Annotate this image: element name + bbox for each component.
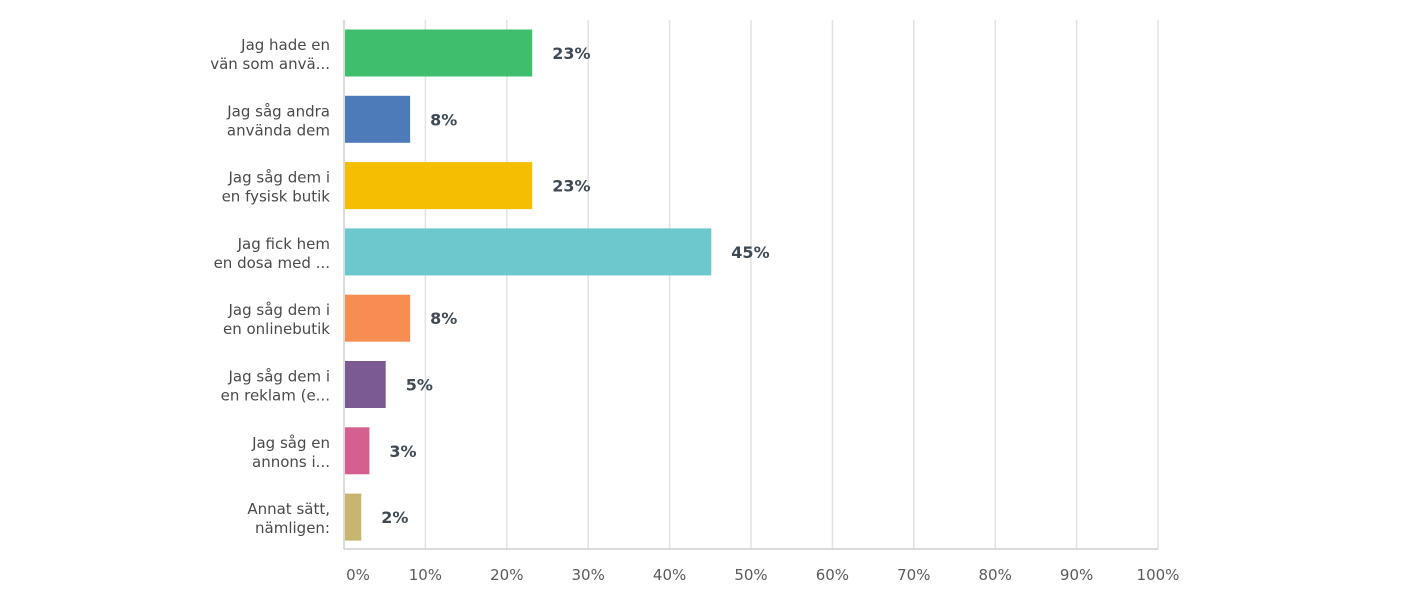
gridlines: [424, 20, 1159, 549]
value-label: 23%: [552, 177, 590, 196]
bar: [345, 294, 411, 342]
x-tick-label: 20%: [490, 566, 523, 584]
category-label: Jag hade en vän som anvä...: [210, 36, 330, 73]
x-tick-label: 90%: [1060, 566, 1093, 584]
bar: [345, 427, 370, 475]
x-tick-label: 0%: [346, 566, 370, 584]
value-label: 3%: [389, 442, 416, 461]
category-label: Jag såg dem i en reklam (e...: [221, 368, 330, 405]
x-tick-label: 10%: [409, 566, 442, 584]
category-label: Jag såg dem i en onlinebutik: [223, 301, 330, 338]
bar: [345, 95, 411, 143]
bar: [345, 162, 533, 210]
category-label: Jag såg dem i en fysisk butik: [222, 169, 331, 206]
category-label: Jag såg andra använda dem: [226, 102, 330, 139]
x-tick-label: 80%: [979, 566, 1012, 584]
value-label: 8%: [430, 110, 457, 129]
value-label: 2%: [381, 508, 408, 527]
bar: [345, 29, 533, 77]
axes: [343, 20, 1158, 550]
x-tick-label: 30%: [572, 566, 605, 584]
value-label: 23%: [552, 44, 590, 63]
bar: [345, 361, 386, 408]
x-tick-label: 70%: [897, 566, 930, 584]
bar: [345, 493, 362, 541]
x-tick-label: 40%: [653, 566, 686, 584]
value-label: 5%: [406, 376, 433, 395]
value-label: 45%: [731, 243, 769, 262]
value-label: 8%: [430, 309, 457, 328]
labels: 0% 10% 20% 30% 40% 50% 60% 70% 80% 90% 100% 23% Jag …: [210, 36, 1179, 584]
category-label: Jag såg en annons i...: [251, 434, 330, 471]
category-label: Jag fick hem en dosa med ...: [214, 235, 330, 272]
category-label: Annat sätt, nämligen:: [247, 500, 330, 537]
x-tick-label: 100%: [1137, 566, 1180, 584]
x-tick-label: 60%: [816, 566, 849, 584]
bar: [345, 228, 712, 276]
x-tick-label: 50%: [734, 566, 767, 584]
bars: [345, 29, 712, 541]
